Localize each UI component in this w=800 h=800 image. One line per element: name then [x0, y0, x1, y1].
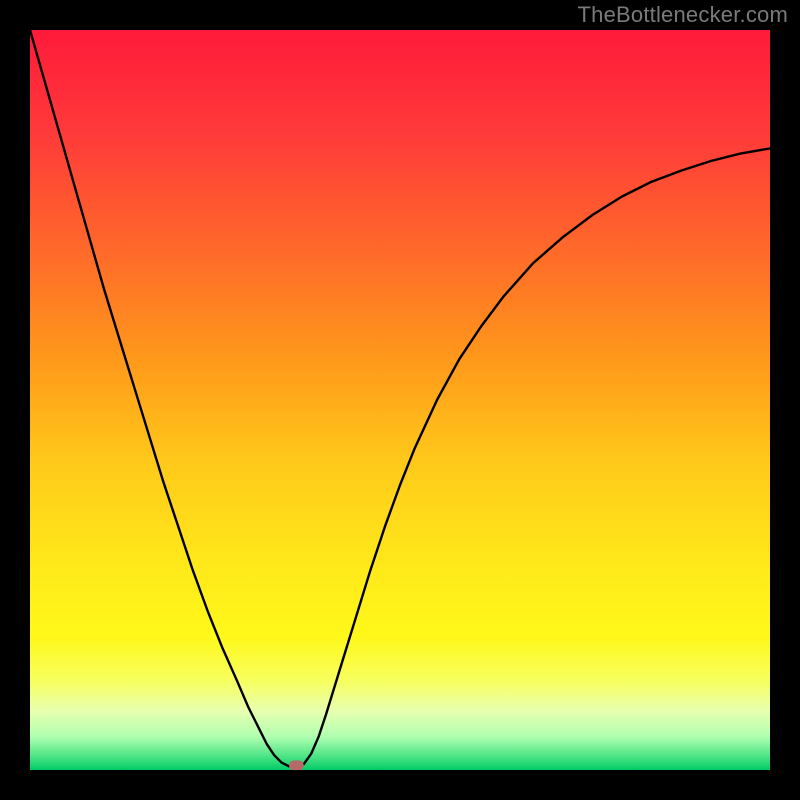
plot-area [30, 30, 770, 770]
bottleneck-curve-chart [30, 30, 770, 770]
watermark-text: TheBottlenecker.com [578, 2, 788, 28]
gradient-background [30, 30, 770, 770]
chart-frame: TheBottlenecker.com [0, 0, 800, 800]
optimum-marker [289, 760, 304, 770]
